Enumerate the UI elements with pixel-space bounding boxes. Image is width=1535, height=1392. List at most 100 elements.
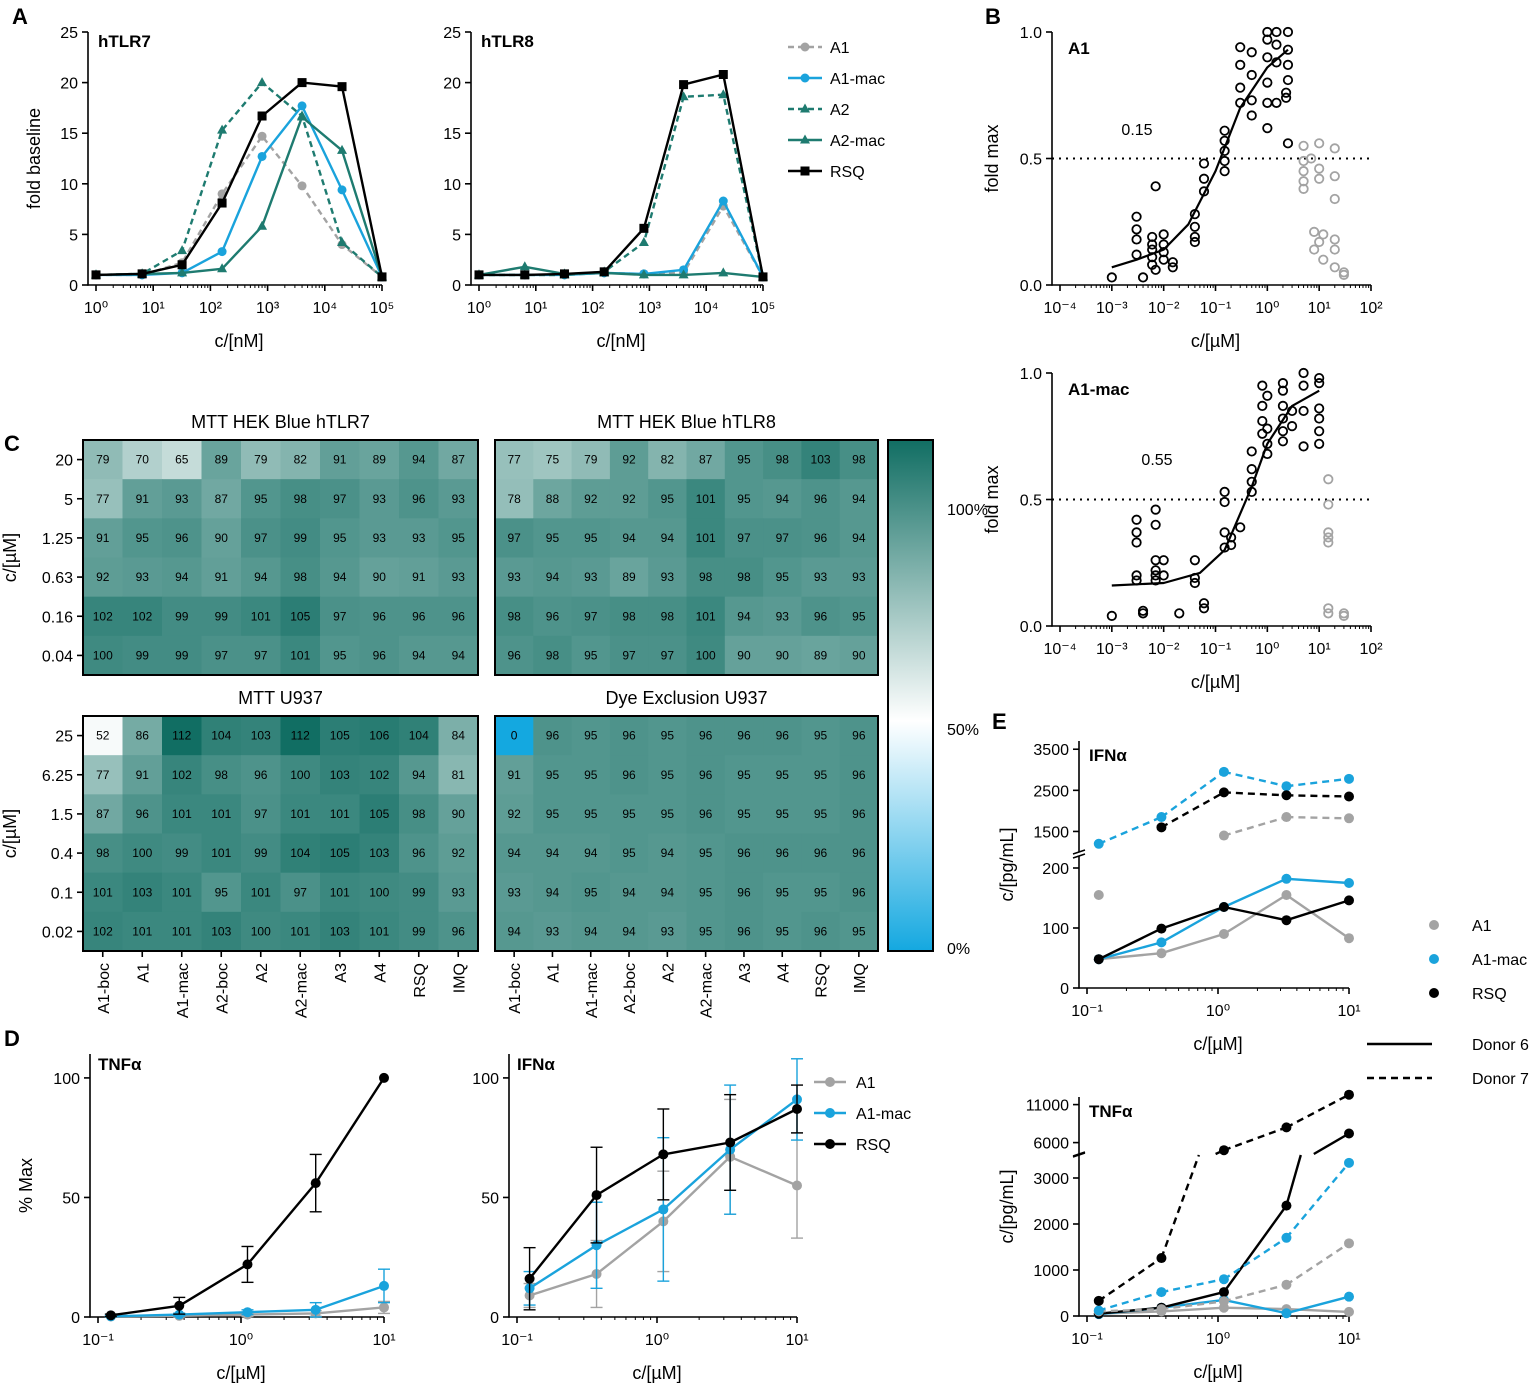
heatmap-cell bbox=[495, 794, 534, 834]
data-point-active bbox=[1131, 570, 1142, 581]
data-point-RSQ bbox=[718, 70, 728, 80]
y-tick-label: 0.63 bbox=[42, 570, 73, 587]
heatmap-cell-label: 98 bbox=[412, 807, 426, 821]
x-tick-label: 10⁻¹ bbox=[1200, 641, 1232, 658]
heatmap-cell bbox=[533, 716, 573, 756]
y-tick-label: 0 bbox=[1060, 981, 1069, 998]
heatmap-cell bbox=[162, 833, 202, 874]
heatmap-cell bbox=[839, 755, 879, 795]
heatmap-cell-label: 95 bbox=[737, 768, 751, 782]
ec50-label: 0.15 bbox=[1121, 122, 1152, 139]
heatmap-cell bbox=[122, 518, 163, 558]
heatmap-cell bbox=[724, 911, 764, 952]
heatmap-cell bbox=[609, 872, 649, 913]
y-tick-label: 3500 bbox=[1033, 742, 1069, 759]
heatmap-cell bbox=[201, 479, 242, 519]
data-point-A2 bbox=[257, 77, 268, 87]
heatmap-cell bbox=[571, 794, 611, 834]
heatmap-cell-label: 93 bbox=[452, 492, 466, 506]
heatmap-cell bbox=[320, 596, 360, 637]
heatmap-cell bbox=[839, 479, 879, 519]
data-point-A1 bbox=[1344, 933, 1354, 944]
series-line-A2 bbox=[479, 93, 765, 278]
x-tick-label: 10⁻¹ bbox=[1200, 300, 1232, 317]
heatmap-cell bbox=[399, 479, 439, 519]
data-point-active bbox=[1167, 262, 1178, 273]
heatmap-cell-label: 105 bbox=[290, 609, 310, 623]
heatmap-cell-label: 98 bbox=[96, 846, 110, 860]
data-point-active bbox=[1198, 603, 1210, 614]
heatmap-cell bbox=[83, 872, 123, 913]
heatmap-cell bbox=[533, 479, 573, 519]
heatmap-cell-label: 103 bbox=[211, 924, 231, 938]
data-point-excluded bbox=[1323, 532, 1334, 543]
y-tick-label: 200 bbox=[1042, 861, 1069, 878]
data-point-A1-mac bbox=[242, 1307, 253, 1318]
x-tick-label: 10⁻⁴ bbox=[1043, 300, 1076, 317]
heatmap-cell bbox=[438, 716, 479, 756]
fit-curve bbox=[1111, 48, 1289, 269]
heatmap-cell-label: 103 bbox=[132, 885, 152, 899]
data-point-A2 bbox=[638, 236, 649, 246]
heatmap-cell bbox=[839, 716, 879, 756]
heatmap-cell-label: 95 bbox=[546, 531, 560, 545]
data-point-RSQ bbox=[91, 270, 101, 280]
x-tick-label: 10⁻³ bbox=[1096, 641, 1128, 658]
data-point-A1-mac bbox=[257, 151, 267, 161]
data-point-active bbox=[1189, 577, 1200, 589]
heatmap-cell-label: 91 bbox=[136, 492, 150, 506]
series-line-A1-mac-Donor-7 bbox=[1160, 770, 1225, 819]
data-point-active bbox=[1257, 428, 1268, 439]
data-point-active bbox=[1277, 413, 1289, 424]
data-point-A1 bbox=[1344, 1238, 1354, 1249]
heatmap-cell bbox=[648, 557, 687, 598]
heatmap-cell-label: 99 bbox=[254, 846, 268, 860]
data-point-active bbox=[1257, 400, 1268, 411]
heatmap-cell bbox=[801, 716, 841, 756]
y-tick-label: 0.0 bbox=[1020, 278, 1042, 295]
chart-title: A1-mac bbox=[1068, 380, 1129, 399]
heatmap-cell bbox=[571, 716, 611, 756]
x-tick-label: 10³ bbox=[256, 300, 280, 317]
data-point-active bbox=[1219, 542, 1230, 553]
x-tick-label: A1-mac bbox=[584, 963, 601, 1018]
heatmap-cell bbox=[359, 440, 400, 480]
y-tick-label: 0 bbox=[490, 1310, 499, 1327]
data-point-active bbox=[1298, 441, 1309, 452]
heatmap-cell bbox=[648, 755, 687, 795]
heatmap-cell bbox=[241, 440, 281, 480]
heatmap-cell-label: 98 bbox=[215, 768, 229, 782]
x-tick-label: A2-mac bbox=[293, 963, 310, 1018]
heatmap-cell-label: 97 bbox=[215, 648, 229, 662]
heatmap-cell-label: 99 bbox=[175, 648, 189, 662]
heatmap-cell bbox=[83, 635, 123, 676]
heatmap-cell-label: 93 bbox=[175, 492, 189, 506]
y-tick-label: 1.0 bbox=[1020, 366, 1042, 383]
x-tick-label: RSQ bbox=[814, 963, 831, 998]
data-point-RSQ bbox=[257, 111, 267, 121]
heatmap-cell-label: 95 bbox=[584, 729, 598, 743]
data-point-active bbox=[1286, 421, 1298, 432]
y-axis-label: fold max bbox=[982, 465, 1002, 533]
heatmap-cell-label: 104 bbox=[290, 846, 310, 860]
data-point-active bbox=[1262, 34, 1273, 45]
heatmap-cell bbox=[320, 557, 360, 598]
heatmap-cell bbox=[495, 911, 534, 952]
heatmap-cell bbox=[280, 833, 321, 874]
data-point-active bbox=[1246, 69, 1257, 81]
heatmap-cell-label: 100 bbox=[132, 846, 152, 860]
data-point-excluded bbox=[1298, 183, 1309, 194]
data-point-active bbox=[1189, 236, 1200, 248]
data-point-A2-mac bbox=[297, 111, 308, 121]
y-tick-label: 0.4 bbox=[51, 846, 73, 863]
heatmap-cell bbox=[399, 440, 439, 480]
x-tick-label: 10¹ bbox=[1337, 1003, 1360, 1020]
y-tick-label: 5 bbox=[69, 227, 78, 244]
y-tick-label: 15 bbox=[443, 126, 461, 143]
series-line-A1-Donor-7 bbox=[1098, 1307, 1162, 1313]
heatmap-cell bbox=[686, 479, 726, 519]
y-tick-label: 5 bbox=[64, 492, 73, 509]
series-line-RSQ-Donor-7 bbox=[1223, 1126, 1287, 1152]
y-tick-label: 25 bbox=[55, 729, 73, 746]
data-point-RSQ bbox=[310, 1178, 321, 1189]
